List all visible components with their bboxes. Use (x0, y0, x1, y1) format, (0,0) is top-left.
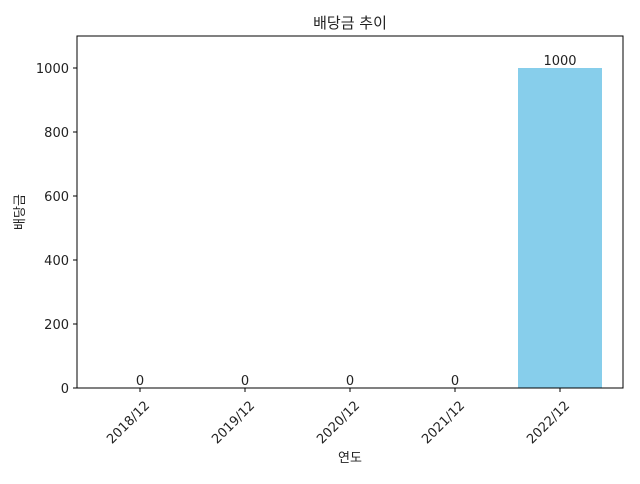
y-tick-label: 200 (44, 318, 69, 333)
y-axis-title: 배당금 (13, 194, 28, 230)
y-tick-label: 400 (44, 254, 69, 269)
x-axis-title: 연도 (338, 451, 362, 466)
y-axis: 0 200 400 600 800 1000 (36, 62, 77, 397)
data-label: 0 (241, 374, 249, 389)
x-tick-label: 2022/12 (524, 398, 573, 447)
y-tick-label: 1000 (36, 62, 69, 77)
y-tick-label: 0 (61, 382, 69, 397)
y-tick-label: 600 (44, 190, 69, 205)
y-tick-label: 800 (44, 126, 69, 141)
bar-2022-12 (518, 68, 602, 388)
data-label: 1000 (543, 54, 576, 69)
plot-area: 0 0 0 0 1000 (136, 54, 602, 389)
x-axis: 2018/12 2019/12 2020/12 2021/12 2022/12 (104, 388, 573, 447)
x-tick-label: 2021/12 (419, 398, 468, 447)
x-tick-label: 2020/12 (314, 398, 363, 447)
chart-title: 배당금 추이 (313, 14, 387, 32)
x-tick-label: 2019/12 (209, 398, 258, 447)
data-label: 0 (346, 374, 354, 389)
x-tick-label: 2018/12 (104, 398, 153, 447)
data-label: 0 (136, 374, 144, 389)
data-label: 0 (451, 374, 459, 389)
